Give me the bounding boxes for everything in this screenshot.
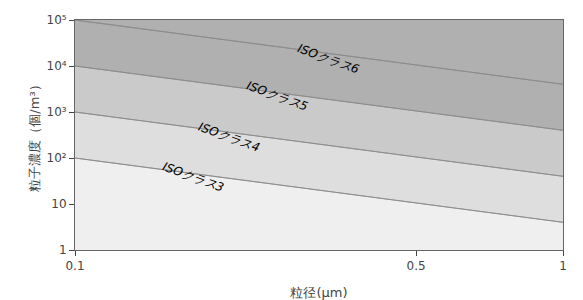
- svg-text:粒径(μm): 粒径(μm): [290, 285, 347, 300]
- svg-text:0.1: 0.1: [65, 259, 84, 273]
- svg-text:1: 1: [559, 259, 567, 273]
- svg-text:ISOクラス6: ISOクラス6: [296, 41, 361, 76]
- svg-text:1: 1: [59, 243, 67, 257]
- svg-text:10⁴: 10⁴: [47, 59, 67, 73]
- svg-text:ISOクラス4: ISOクラス4: [196, 120, 261, 155]
- svg-text:0.5: 0.5: [407, 259, 426, 273]
- svg-text:10: 10: [51, 197, 66, 211]
- svg-text:10²: 10²: [47, 151, 67, 165]
- svg-text:ISOクラス5: ISOクラス5: [245, 78, 310, 113]
- svg-text:10³: 10³: [47, 105, 67, 119]
- svg-text:ISOクラス3: ISOクラス3: [161, 159, 226, 194]
- svg-text:粒子濃度（個/m³）: 粒子濃度（個/m³）: [27, 78, 42, 191]
- svg-text:10⁵: 10⁵: [47, 13, 67, 27]
